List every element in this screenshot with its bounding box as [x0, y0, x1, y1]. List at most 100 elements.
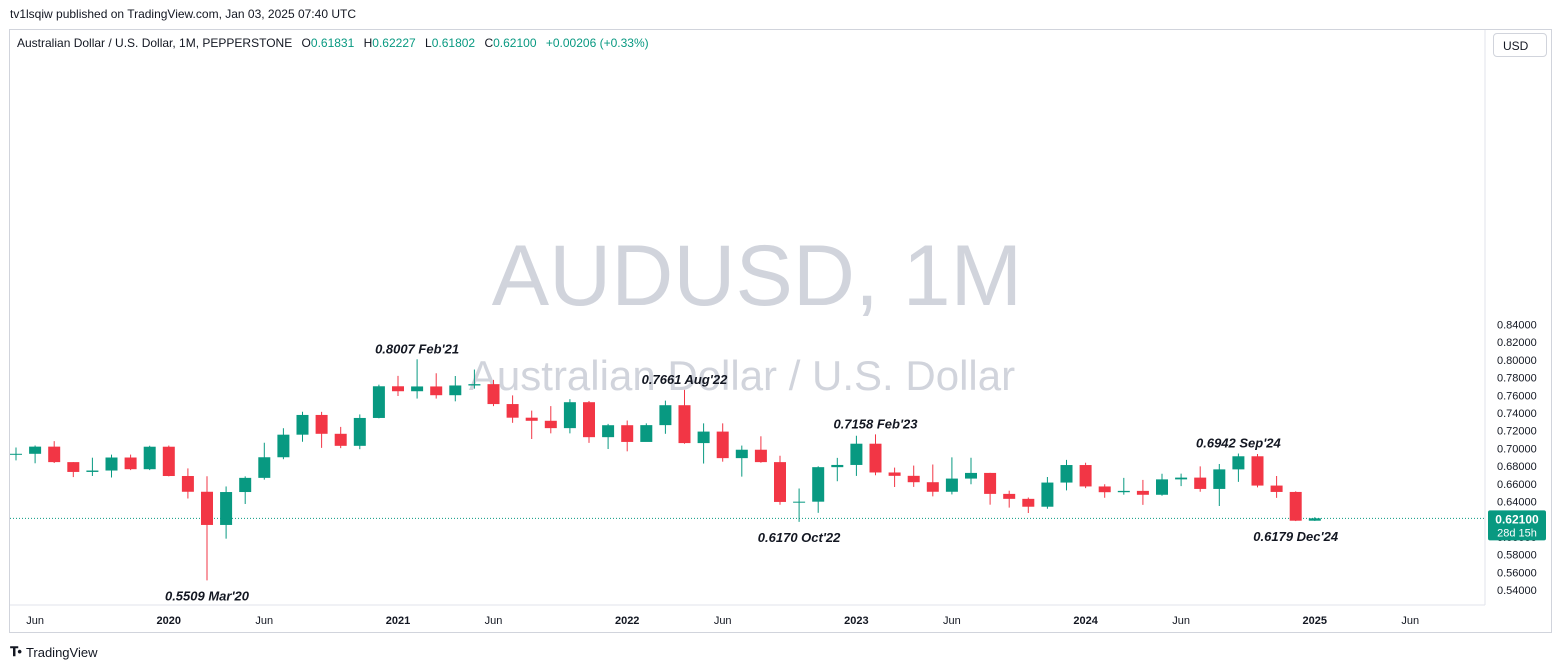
price-tick-label: 0.64000 [1497, 497, 1537, 509]
candle-body[interactable] [1117, 490, 1130, 493]
candle-body[interactable] [869, 443, 882, 473]
candle-body[interactable] [754, 449, 767, 463]
candle-body[interactable] [201, 491, 213, 525]
candle-body[interactable] [1136, 490, 1149, 495]
candle-body[interactable] [945, 478, 958, 492]
price-tick-label: 0.56000 [1497, 567, 1537, 579]
candle-body[interactable] [907, 475, 920, 483]
candle-body[interactable] [563, 402, 576, 429]
candle-body[interactable] [1175, 477, 1188, 480]
time-tick-label: 2024 [1073, 615, 1098, 627]
candle-body[interactable] [1251, 456, 1264, 486]
time-tick-label: Jun [485, 615, 503, 627]
currency-button[interactable]: USD [1493, 33, 1547, 57]
candle-body[interactable] [10, 453, 22, 455]
candle-body[interactable] [1213, 469, 1226, 489]
legend-symbol[interactable]: Australian Dollar / U.S. Dollar, 1M, PEP… [17, 36, 293, 50]
tradingview-brand[interactable]: 𝐓• TradingView [10, 644, 97, 660]
candle-body[interactable] [1060, 465, 1073, 483]
candle-body[interactable] [812, 467, 825, 502]
candle-body[interactable] [353, 417, 366, 446]
legend-close-value: 0.62100 [493, 36, 537, 50]
price-annotation: 0.6170 Oct'22 [758, 530, 841, 545]
candle-body[interactable] [315, 414, 328, 434]
candle-body[interactable] [392, 386, 404, 392]
candle-body[interactable] [506, 404, 519, 418]
time-tick-label: 2023 [844, 615, 868, 627]
price-annotation: 0.8007 Feb'21 [375, 341, 459, 356]
chart-frame [9, 29, 1552, 633]
candle-body[interactable] [430, 386, 443, 396]
candle-body[interactable] [525, 417, 538, 421]
candle-body[interactable] [659, 405, 672, 426]
candle-body[interactable] [1022, 498, 1035, 507]
candle-body[interactable] [220, 492, 233, 525]
time-tick-label: 2022 [615, 615, 639, 627]
time-tick-label: Jun [943, 615, 961, 627]
time-tick-label: Jun [1401, 615, 1419, 627]
candle-body[interactable] [1098, 486, 1111, 493]
time-tick-label: Jun [26, 615, 44, 627]
candle-body[interactable] [640, 425, 653, 442]
candle-body[interactable] [1156, 479, 1168, 495]
price-tick-label: 0.74000 [1497, 408, 1537, 420]
price-annotation: 0.7158 Feb'23 [833, 416, 918, 431]
legend-high-value: 0.62227 [372, 36, 416, 50]
candle-body[interactable] [1270, 485, 1283, 492]
symbol-legend: Australian Dollar / U.S. Dollar, 1M, PEP… [17, 36, 649, 50]
candle-body[interactable] [716, 431, 729, 459]
candle-body[interactable] [48, 446, 61, 463]
candle-body[interactable] [831, 464, 844, 468]
price-tick-label: 0.84000 [1497, 320, 1537, 332]
candle-body[interactable] [86, 470, 99, 472]
candle-body[interactable] [697, 431, 710, 444]
candle-body[interactable] [678, 405, 691, 444]
candle-body[interactable] [1289, 491, 1302, 521]
candle-body[interactable] [29, 446, 42, 454]
candle-body[interactable] [296, 414, 309, 435]
candle-body[interactable] [468, 384, 481, 386]
candle-body[interactable] [105, 457, 118, 471]
candle-body[interactable] [1194, 477, 1207, 489]
candle-body[interactable] [372, 386, 385, 418]
candle-body[interactable] [67, 462, 80, 472]
candle-body[interactable] [602, 425, 615, 438]
candle-body[interactable] [735, 449, 748, 459]
legend-open-value: 0.61831 [310, 36, 355, 50]
brand-label: TradingView [25, 644, 98, 660]
candle-body[interactable] [926, 482, 939, 492]
candle-body[interactable] [1308, 518, 1321, 521]
candle-body[interactable] [181, 476, 194, 492]
candle-body[interactable] [258, 457, 271, 478]
candle-body[interactable] [449, 385, 462, 396]
candle-body[interactable] [793, 501, 806, 503]
watermark-symbol: AUDUSD, 1M [492, 228, 1022, 324]
candle-body[interactable] [487, 384, 500, 405]
candle-body[interactable] [411, 386, 424, 392]
tradingview-logo-icon: 𝐓• [10, 644, 22, 659]
candle-body[interactable] [965, 472, 977, 479]
candle-body[interactable] [162, 446, 175, 477]
candle-body[interactable] [277, 434, 290, 458]
candle-body[interactable] [1003, 493, 1016, 499]
candle-body[interactable] [984, 472, 997, 494]
candle-body[interactable] [1232, 456, 1245, 470]
candle-body[interactable] [334, 433, 347, 446]
candle-body[interactable] [544, 420, 557, 429]
last-price-tag [1488, 510, 1546, 541]
publish-info: tv1lsqiw published on TradingView.com, J… [10, 7, 356, 21]
candle-body[interactable] [143, 446, 156, 470]
candle-body[interactable] [850, 443, 863, 465]
candle-body[interactable] [888, 472, 901, 476]
candle-body[interactable] [1079, 465, 1092, 487]
candle-body[interactable] [1041, 482, 1054, 507]
candle-body[interactable] [583, 402, 595, 438]
price-tick-label: 0.80000 [1497, 355, 1537, 367]
candle-body[interactable] [239, 477, 252, 493]
candle-body[interactable] [621, 425, 634, 442]
legend-change: +0.00206 (+0.33%) [545, 36, 649, 50]
candle-body[interactable] [124, 457, 137, 470]
legend-close-label: C [484, 36, 494, 50]
candle-body[interactable] [774, 462, 786, 502]
